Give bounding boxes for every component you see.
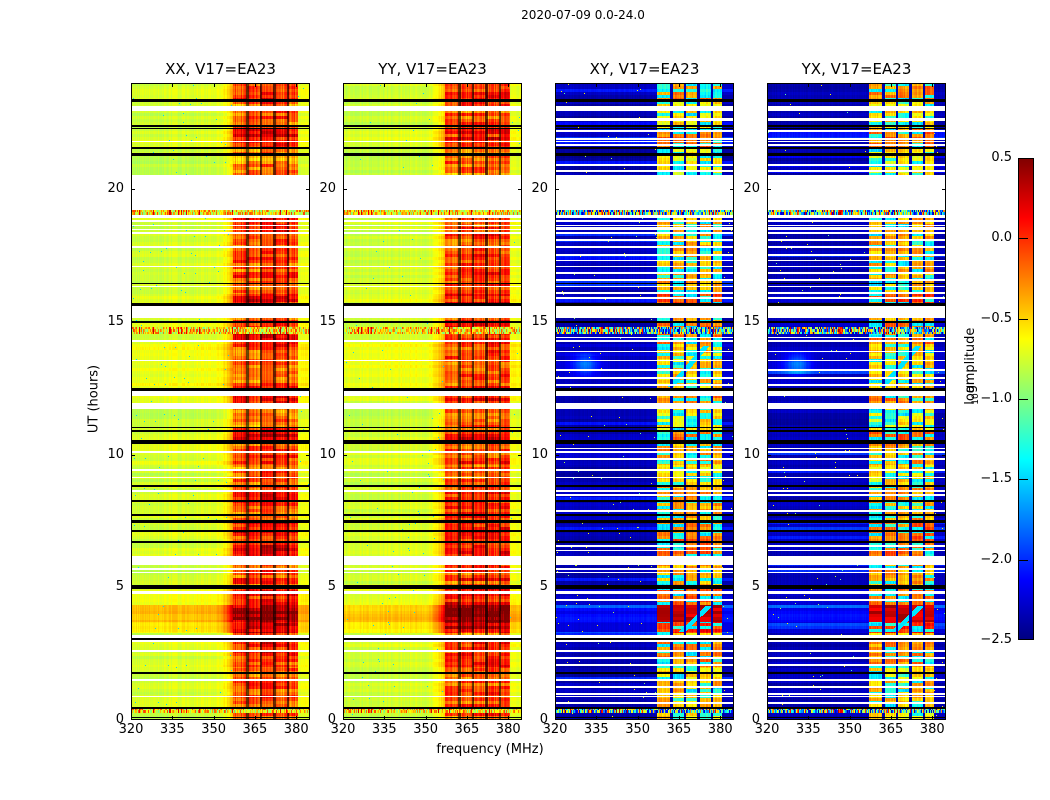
colorbar-tick-label: −2.5	[980, 632, 1012, 647]
panel-title-yx: YX, V17=EA23	[801, 60, 912, 78]
x-tick-label: 365	[242, 722, 268, 737]
y-tick-label: 5	[751, 579, 760, 595]
x-tick-label: 380	[707, 722, 733, 737]
y-tick-label: 20	[531, 181, 548, 197]
y-tick-label: 10	[107, 446, 124, 462]
y-axis-label: UT (hours)	[86, 364, 102, 434]
y-tick-label: 0	[115, 712, 124, 727]
panel-title-xx: XX, V17=EA23	[165, 60, 276, 78]
x-tick-label: 365	[454, 722, 480, 737]
colorbar	[1018, 158, 1034, 640]
x-tick-label: 335	[583, 722, 609, 737]
x-tick-label: 380	[495, 722, 521, 737]
colorbar-tick-label: 0.0	[991, 230, 1012, 246]
x-tick-label: 380	[919, 722, 945, 737]
x-tick-label: 365	[666, 722, 692, 737]
x-tick-label: 365	[878, 722, 904, 737]
x-tick-label: 335	[159, 722, 185, 737]
y-tick-label: 20	[319, 181, 336, 197]
y-tick-label: 20	[107, 181, 124, 197]
y-tick-label: 10	[531, 446, 548, 462]
x-tick-label: 320	[330, 722, 356, 737]
y-tick-label: 20	[743, 181, 760, 197]
y-tick-label: 10	[319, 446, 336, 462]
y-tick-label: 5	[115, 579, 124, 595]
x-tick-label: 350	[837, 722, 863, 737]
x-tick-label: 320	[754, 722, 780, 737]
y-tick-label: 15	[743, 313, 760, 329]
y-tick-label: 15	[319, 313, 336, 329]
y-tick-label: 15	[531, 313, 548, 329]
y-tick-label: 10	[743, 446, 760, 462]
x-tick-label: 320	[542, 722, 568, 737]
x-tick-label: 320	[118, 722, 144, 737]
x-tick-label: 350	[413, 722, 439, 737]
x-tick-label: 335	[795, 722, 821, 737]
panel-title-xy: XY, V17=EA23	[589, 60, 700, 78]
x-tick-label: 380	[283, 722, 309, 737]
y-tick-label: 15	[107, 313, 124, 329]
x-tick-label: 350	[625, 722, 651, 737]
y-tick-label: 0	[539, 712, 548, 727]
y-tick-label: 0	[751, 712, 760, 727]
colorbar-tick-label: 0.5	[991, 150, 1012, 165]
colorbar-tick-label: −1.5	[980, 471, 1012, 487]
y-tick-label: 5	[539, 579, 548, 595]
y-tick-label: 5	[327, 579, 336, 595]
panel-title-yy: YY, V17=EA23	[378, 60, 487, 78]
heatmap-panel-xx	[131, 83, 310, 720]
x-axis-label: frequency (MHz)	[436, 742, 544, 757]
x-tick-label: 350	[201, 722, 227, 737]
heatmap-panel-yx	[767, 83, 946, 720]
x-tick-label: 335	[371, 722, 397, 737]
heatmap-panel-yy	[343, 83, 522, 720]
colorbar-tick-label: −2.0	[980, 551, 1012, 567]
y-tick-label: 0	[327, 712, 336, 727]
figure-title: 2020-07-09 0.0-24.0	[521, 8, 645, 22]
colorbar-tick-label: −1.0	[980, 391, 1012, 406]
heatmap-panel-xy	[555, 83, 734, 720]
colorbar-tick-label: −0.5	[980, 310, 1012, 326]
